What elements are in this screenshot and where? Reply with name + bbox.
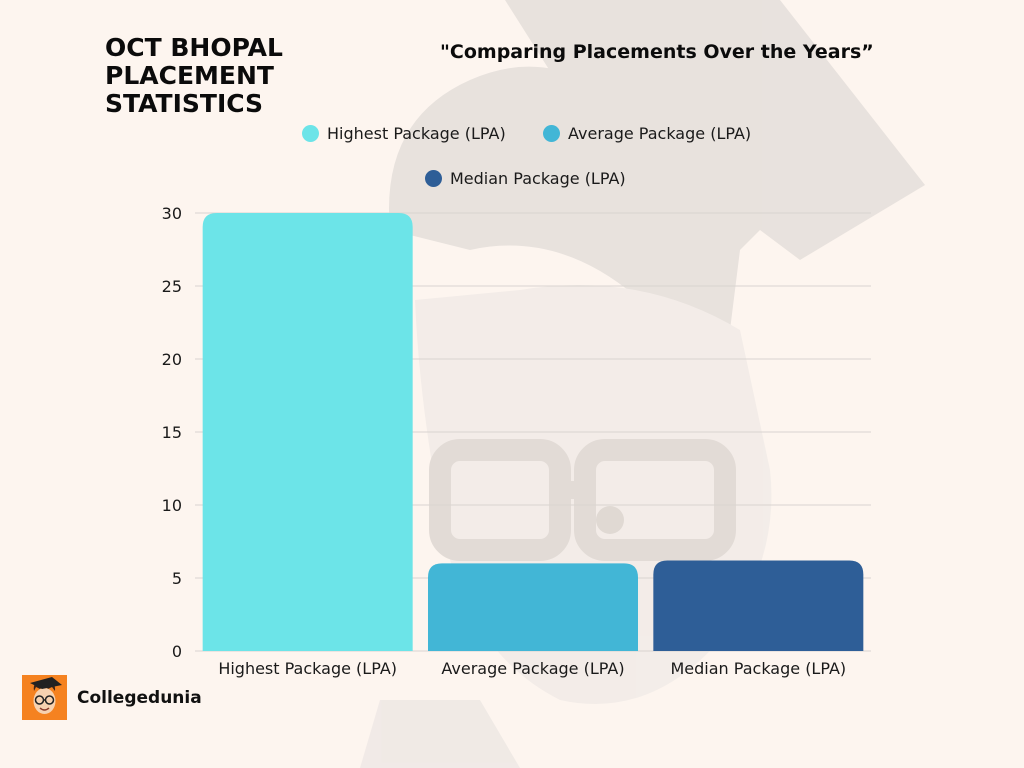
collegedunia-mascot-icon xyxy=(22,675,67,720)
bar-0 xyxy=(202,213,413,651)
legend-dot-median xyxy=(425,170,442,187)
chart-title: "Comparing Placements Over the Years” xyxy=(440,41,874,63)
legend-item-highest: Highest Package (LPA) xyxy=(302,124,506,143)
brand: Collegedunia xyxy=(22,675,202,720)
bar-2 xyxy=(653,560,864,651)
y-tick-label-5: 5 xyxy=(172,569,182,588)
y-tick-label-20: 20 xyxy=(162,350,182,369)
legend-item-median: Median Package (LPA) xyxy=(425,169,626,188)
x-category-label-0: Highest Package (LPA) xyxy=(218,659,397,678)
y-tick-label-25: 25 xyxy=(162,277,182,296)
legend-dot-highest xyxy=(302,125,319,142)
legend-label-average: Average Package (LPA) xyxy=(568,124,752,143)
legend-label-highest: Highest Package (LPA) xyxy=(327,124,506,143)
brand-name: Collegedunia xyxy=(77,687,202,708)
y-tick-label-15: 15 xyxy=(162,423,182,442)
legend-item-average: Average Package (LPA) xyxy=(543,124,751,143)
x-category-label-2: Median Package (LPA) xyxy=(671,659,847,678)
x-category-label-1: Average Package (LPA) xyxy=(441,659,624,678)
legend-dot-average xyxy=(543,125,560,142)
legend-label-median: Median Package (LPA) xyxy=(450,169,626,188)
y-tick-label-10: 10 xyxy=(162,496,182,515)
bar-1 xyxy=(428,563,638,651)
page-title: OCT BHOPAL PLACEMENT STATISTICS xyxy=(105,33,283,118)
y-tick-label-0: 0 xyxy=(172,642,182,661)
y-tick-label-30: 30 xyxy=(162,204,182,223)
